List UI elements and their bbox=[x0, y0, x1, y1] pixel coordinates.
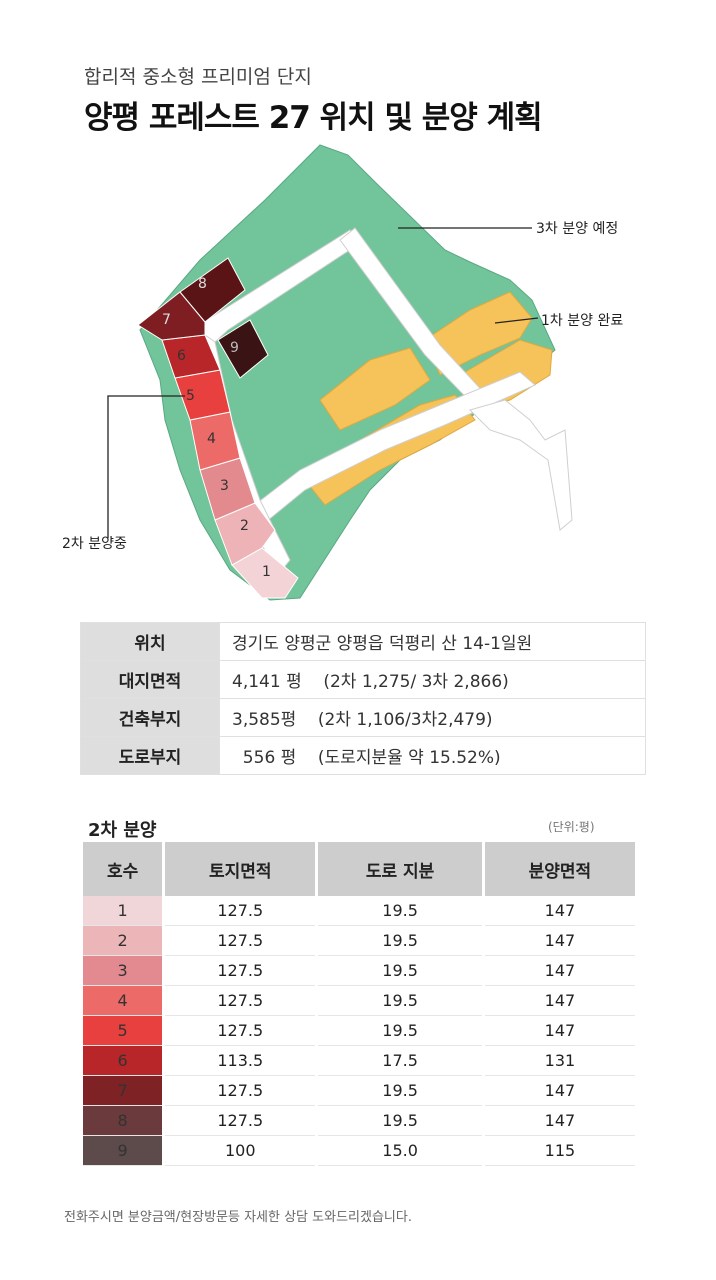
col-header-lot: 호수 bbox=[79, 842, 166, 896]
land-area-cell: 127.5 bbox=[162, 896, 319, 926]
land-area-cell: 100 bbox=[162, 1135, 319, 1166]
lot-no-cell: 1 bbox=[79, 896, 166, 926]
callout-phase2: 2차 분양중 bbox=[62, 536, 127, 552]
lot-label-2: 2 bbox=[240, 518, 249, 534]
page-subtitle: 합리적 중소형 프리미엄 단지 bbox=[84, 66, 312, 88]
road-share-cell: 19.5 bbox=[315, 1075, 485, 1106]
table-row: 7 127.5 19.5 147 bbox=[79, 1075, 639, 1106]
road-share-cell: 19.5 bbox=[315, 925, 485, 956]
site-plan-map: 1 2 3 4 5 6 7 8 9 3차 분양 예정 1차 분양 완료 2차 분… bbox=[62, 144, 623, 601]
info-label: 건축부지 bbox=[80, 698, 220, 737]
land-area-cell: 127.5 bbox=[162, 925, 319, 956]
table-row: 2 127.5 19.5 147 bbox=[79, 925, 639, 956]
sale-area-cell: 147 bbox=[481, 955, 639, 986]
road-share-cell: 17.5 bbox=[315, 1045, 485, 1076]
table-row: 1 127.5 19.5 147 bbox=[79, 896, 639, 926]
lot-label-4: 4 bbox=[207, 431, 216, 447]
lot-no-cell: 6 bbox=[79, 1045, 166, 1076]
table-row: 3 127.5 19.5 147 bbox=[79, 955, 639, 986]
page-title: 양평 포레스트 27 위치 및 분양 계획 bbox=[84, 100, 543, 136]
info-row-location: 위치 경기도 양평군 양평읍 덕평리 산 14-1일원 bbox=[80, 622, 646, 661]
land-area-cell: 113.5 bbox=[162, 1045, 319, 1076]
lot-label-7: 7 bbox=[162, 312, 171, 328]
road-share-cell: 19.5 bbox=[315, 985, 485, 1016]
lot-label-9: 9 bbox=[230, 340, 239, 356]
road-share-cell: 15.0 bbox=[315, 1135, 485, 1166]
table-row: 6 113.5 17.5 131 bbox=[79, 1045, 639, 1076]
lot-9 bbox=[217, 319, 269, 379]
col-header-land: 토지면적 bbox=[162, 842, 319, 896]
lot-no-cell: 4 bbox=[79, 985, 166, 1016]
sale-area-cell: 147 bbox=[481, 985, 639, 1016]
sale-area-cell: 115 bbox=[481, 1135, 639, 1166]
info-value: 556 평 (도로지분율 약 15.52%) bbox=[219, 736, 646, 775]
lot-no-cell: 8 bbox=[79, 1105, 166, 1136]
table-row: 8 127.5 19.5 147 bbox=[79, 1105, 639, 1136]
table-row: 9 100 15.0 115 bbox=[79, 1135, 639, 1166]
sale-table: 호수 토지면적 도로 지분 분양면적 1 127.5 19.5 147 2 127.5 19… bbox=[79, 842, 639, 1166]
info-label: 대지면적 bbox=[80, 660, 220, 699]
sale-area-cell: 147 bbox=[481, 925, 639, 956]
info-row-land-area: 대지면적 4,141 평 (2차 1,275/ 3차 2,866) bbox=[80, 660, 646, 699]
info-row-building-site: 건축부지 3,585평 (2차 1,106/3차2,479) bbox=[80, 698, 646, 737]
road-south bbox=[234, 371, 536, 536]
info-value: 4,141 평 (2차 1,275/ 3차 2,866) bbox=[219, 660, 646, 699]
lot-label-1: 1 bbox=[262, 564, 271, 580]
land-area-cell: 127.5 bbox=[162, 985, 319, 1016]
lot-no-cell: 9 bbox=[79, 1135, 166, 1166]
land-area-cell: 127.5 bbox=[162, 1015, 319, 1046]
land-area-cell: 127.5 bbox=[162, 1075, 319, 1106]
sale-area-cell: 147 bbox=[481, 896, 639, 926]
road-spur-east bbox=[469, 399, 573, 531]
callout-phase3: 3차 분양 예정 bbox=[536, 221, 618, 237]
sale-area-cell: 147 bbox=[481, 1105, 639, 1136]
lot-8 bbox=[179, 257, 246, 323]
road-share-cell: 19.5 bbox=[315, 1105, 485, 1136]
lot-no-cell: 3 bbox=[79, 955, 166, 986]
lot-7 bbox=[137, 291, 206, 341]
sale-unit-note: (단위:평) bbox=[548, 820, 595, 834]
lot-no-cell: 2 bbox=[79, 925, 166, 956]
sale-header-row: 호수 토지면적 도로 지분 분양면적 bbox=[79, 842, 639, 896]
lot-no-cell: 5 bbox=[79, 1015, 166, 1046]
land-area-cell: 127.5 bbox=[162, 955, 319, 986]
sale-area-cell: 147 bbox=[481, 1075, 639, 1106]
lot-label-8: 8 bbox=[198, 276, 207, 292]
col-header-area: 분양면적 bbox=[481, 842, 639, 896]
info-label: 도로부지 bbox=[80, 736, 220, 775]
site-info-table: 위치 경기도 양평군 양평읍 덕평리 산 14-1일원 대지면적 4,141 평… bbox=[80, 622, 646, 775]
callout-line-phase2 bbox=[107, 395, 185, 538]
info-row-road-site: 도로부지 556 평 (도로지분율 약 15.52%) bbox=[80, 736, 646, 775]
col-header-road: 도로 지분 bbox=[315, 842, 485, 896]
lot-label-3: 3 bbox=[220, 478, 229, 494]
road-share-cell: 19.5 bbox=[315, 896, 485, 926]
info-value: 경기도 양평군 양평읍 덕평리 산 14-1일원 bbox=[219, 622, 646, 661]
sale-area-cell: 147 bbox=[481, 1015, 639, 1046]
lot-no-cell: 7 bbox=[79, 1075, 166, 1106]
sale-section-title: 2차 분양 bbox=[88, 820, 157, 841]
land-area-cell: 127.5 bbox=[162, 1105, 319, 1136]
phase1-block-b bbox=[319, 347, 431, 431]
callout-line-phase1 bbox=[494, 317, 539, 324]
footer-note: 전화주시면 분양금액/현장방문등 자세한 상담 도와드리겠습니다. bbox=[64, 1210, 412, 1225]
road-share-cell: 19.5 bbox=[315, 1015, 485, 1046]
road-share-cell: 19.5 bbox=[315, 955, 485, 986]
sale-area-cell: 131 bbox=[481, 1045, 639, 1076]
table-row: 5 127.5 19.5 147 bbox=[79, 1015, 639, 1046]
table-row: 4 127.5 19.5 147 bbox=[79, 985, 639, 1016]
callout-phase1: 1차 분양 완료 bbox=[541, 313, 623, 329]
info-value: 3,585평 (2차 1,106/3차2,479) bbox=[219, 698, 646, 737]
info-label: 위치 bbox=[80, 622, 220, 661]
lot-label-5: 5 bbox=[186, 388, 195, 404]
lot-label-6: 6 bbox=[177, 348, 186, 364]
